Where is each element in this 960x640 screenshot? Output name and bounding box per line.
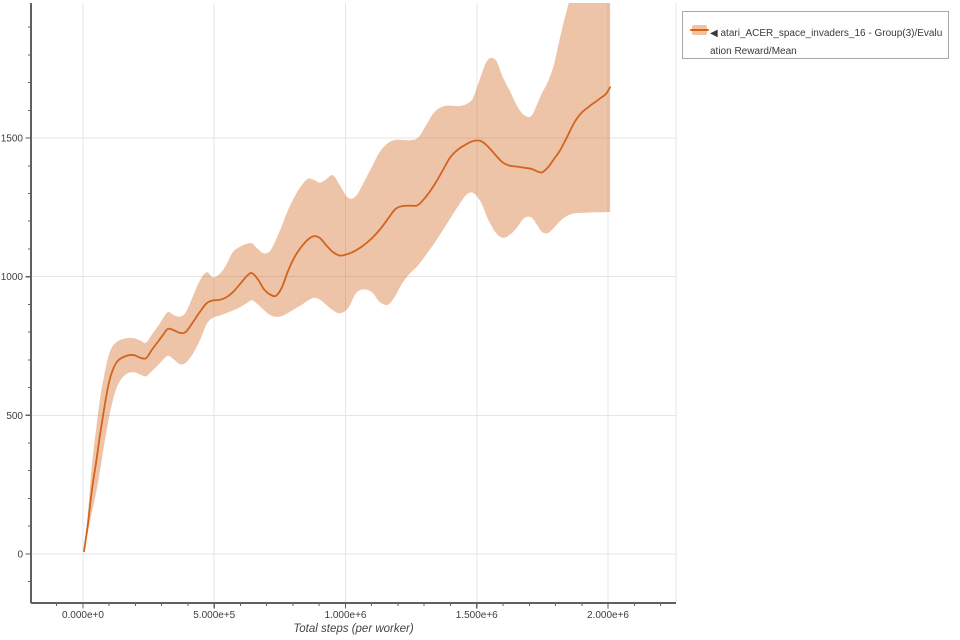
- x-tick-label: 5.000e+5: [193, 610, 235, 621]
- x-tick-label: 1.500e+6: [456, 610, 498, 621]
- legend-box: ◀ atari_ACER_space_invaders_16 - Group(3…: [682, 11, 949, 59]
- legend-marker-icon: ◀: [710, 28, 718, 39]
- y-tick-label: 1000: [1, 272, 24, 283]
- legend-series-name: atari_ACER_space_invaders_16 - Group(3)/…: [710, 28, 943, 57]
- legend-label: ◀ atari_ACER_space_invaders_16 - Group(3…: [710, 25, 946, 61]
- x-tick-label: 2.000e+6: [587, 610, 629, 621]
- series-line-swatch-icon: [690, 29, 709, 31]
- y-tick-label: 1500: [1, 134, 24, 145]
- x-axis-title: Total steps (per worker): [293, 623, 414, 635]
- legend-item-series[interactable]: ◀ atari_ACER_space_invaders_16 - Group(3…: [683, 12, 948, 58]
- y-tick-label: 500: [6, 411, 23, 422]
- confidence-band: [84, 3, 611, 552]
- y-tick-label: 0: [17, 549, 23, 560]
- x-tick-label: 0.000e+0: [62, 610, 104, 621]
- mean-line: [83, 86, 611, 553]
- x-tick-label: 1.000e+6: [324, 610, 366, 621]
- series-band-swatch-icon: [690, 25, 709, 35]
